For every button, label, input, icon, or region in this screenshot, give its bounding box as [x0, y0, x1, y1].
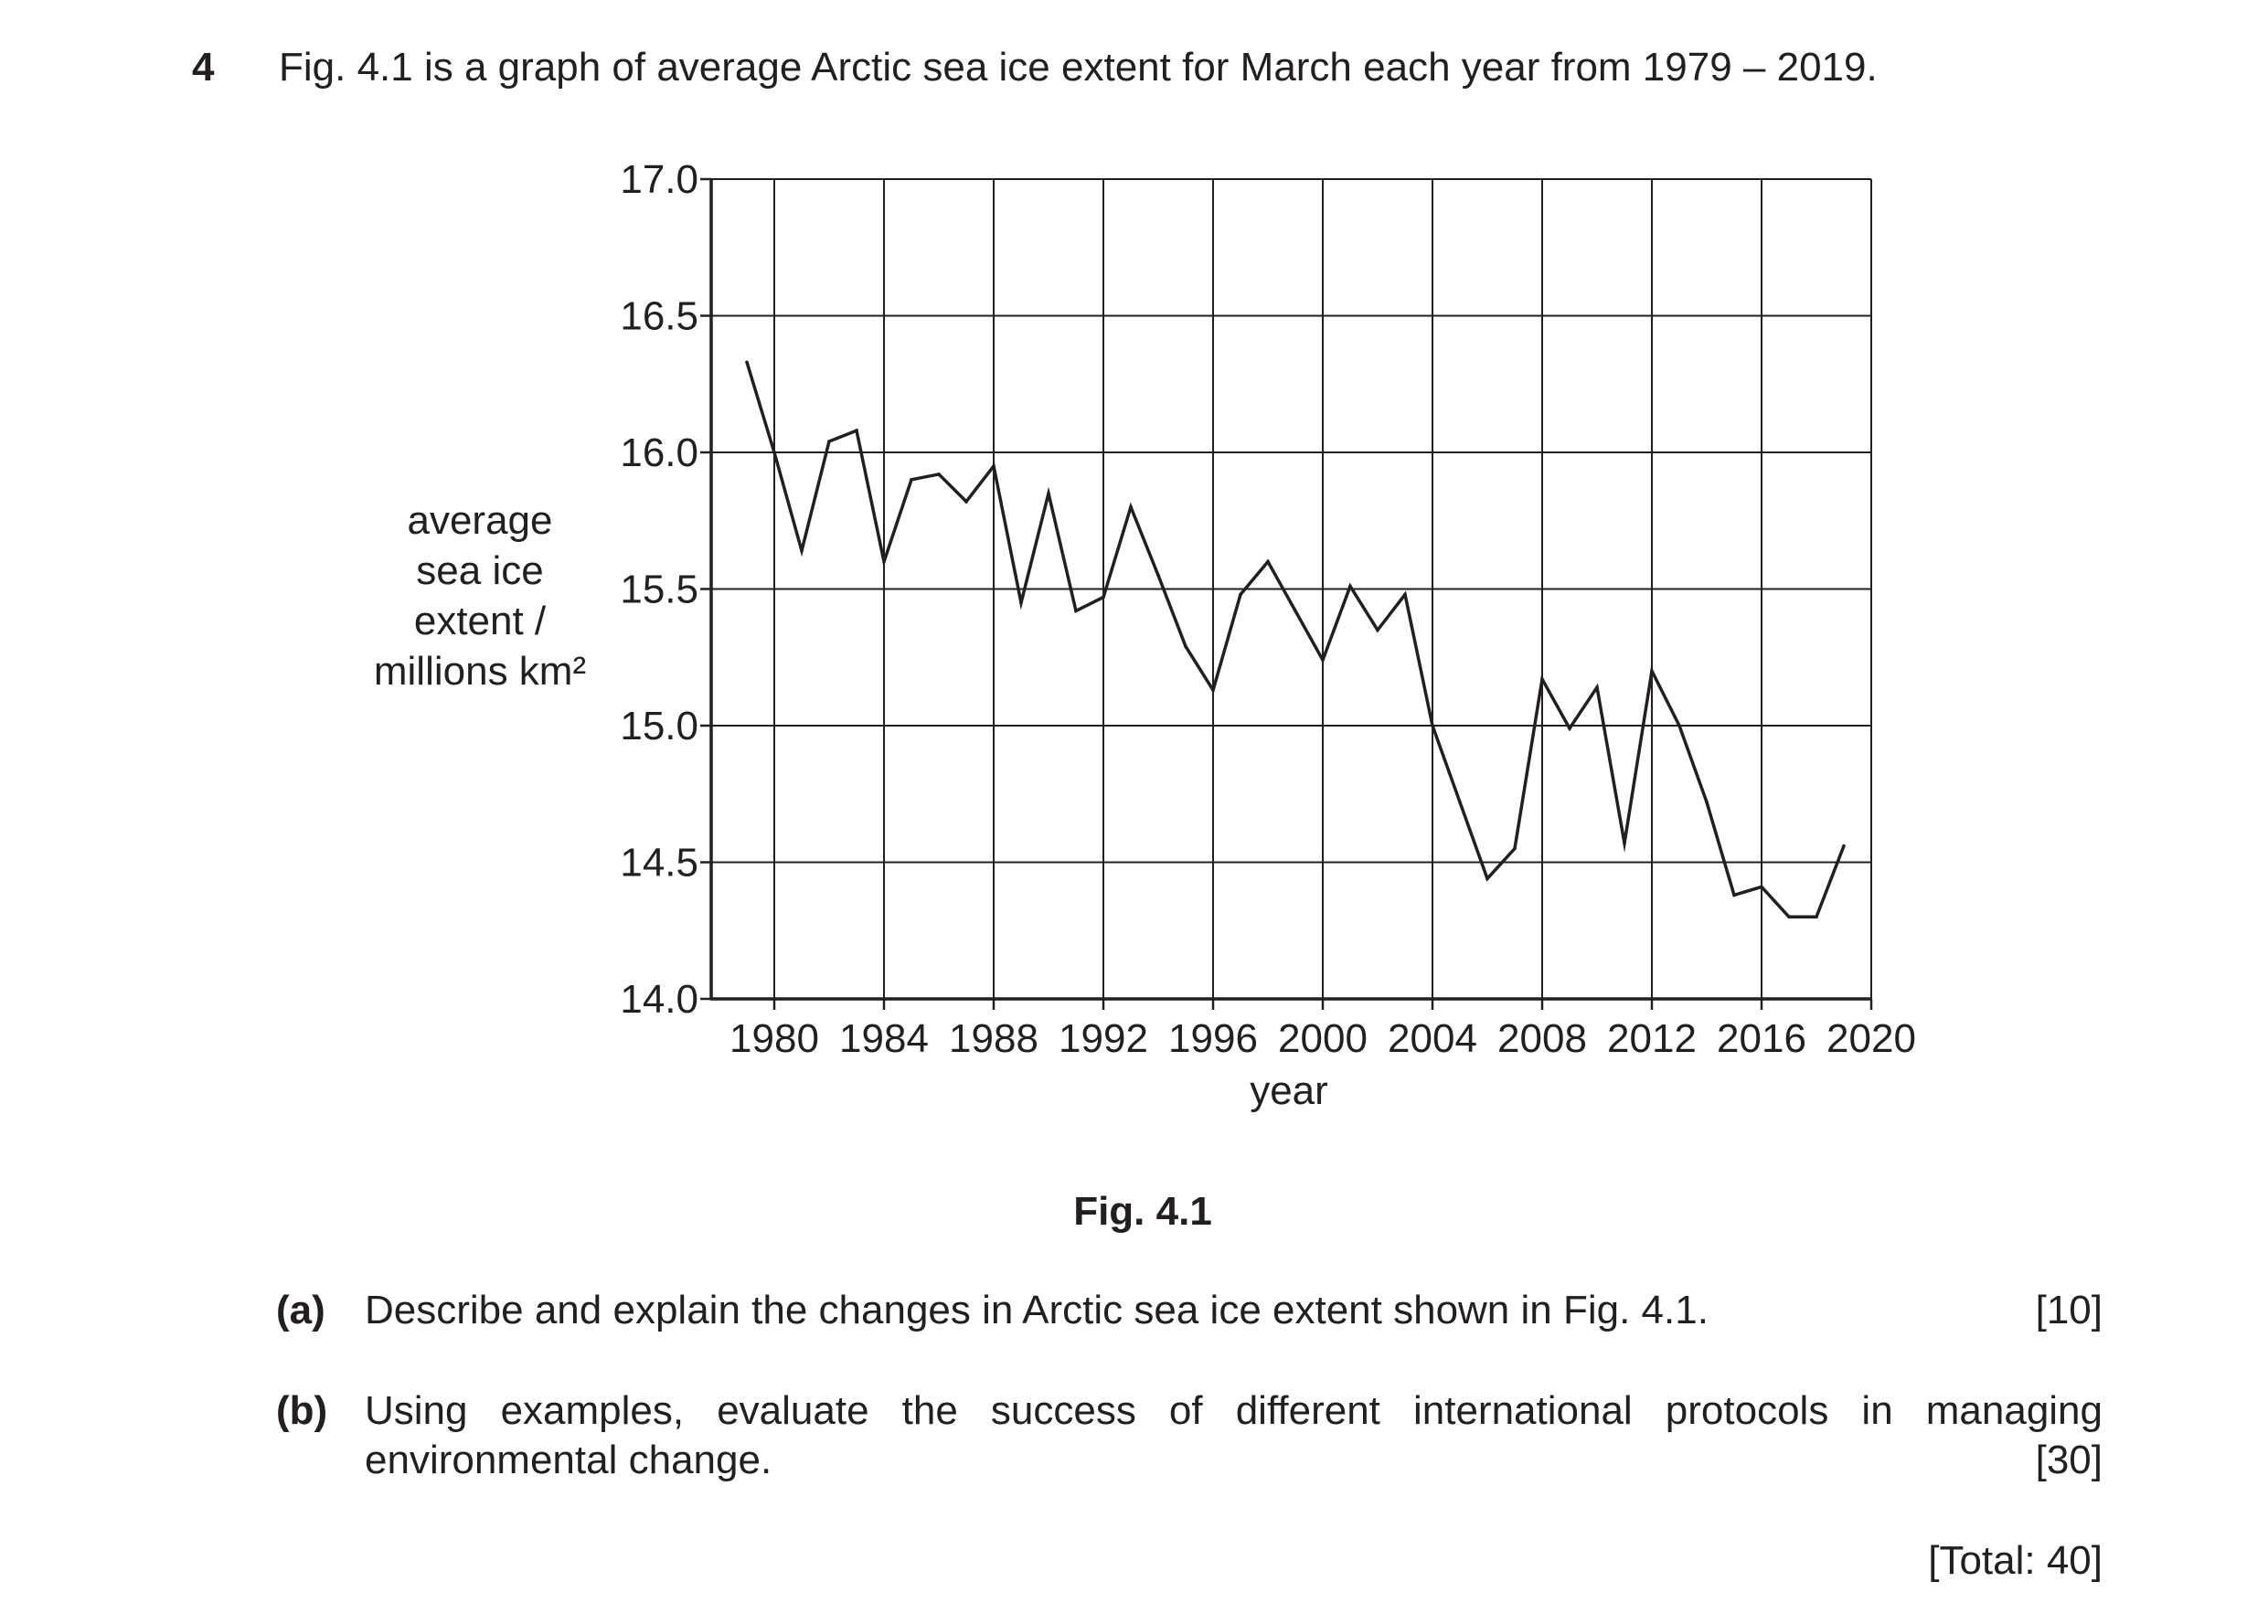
- data-point: [1184, 644, 1187, 649]
- data-point: [1705, 800, 1709, 804]
- y-axis-label-line: extent /: [413, 599, 547, 643]
- part-b-marks: [30]: [2035, 1438, 2103, 1482]
- part-b-text-line2: environmental change.: [365, 1438, 772, 1482]
- data-point: [1760, 885, 1763, 889]
- data-point: [1376, 628, 1379, 632]
- part-a-label: (a): [276, 1288, 325, 1332]
- data-point: [1266, 559, 1270, 564]
- x-tick-label: 2000: [1278, 1016, 1368, 1061]
- y-tick-label: 15.0: [620, 704, 698, 748]
- data-point: [1431, 724, 1434, 727]
- y-axis-label-line: sea ice: [416, 548, 544, 593]
- x-tick-label: 1992: [1059, 1016, 1148, 1061]
- data-point: [1129, 505, 1133, 509]
- data-point: [1211, 688, 1215, 692]
- question-number: 4: [192, 45, 215, 90]
- data-point: [1321, 658, 1325, 663]
- data-point: [745, 360, 749, 365]
- data-point: [882, 559, 886, 564]
- data-point: [1403, 592, 1407, 597]
- data-point: [937, 472, 941, 476]
- question-intro: Fig. 4.1 is a graph of average Arctic se…: [279, 45, 1878, 90]
- data-point: [1156, 573, 1160, 578]
- data-point: [1540, 677, 1544, 681]
- part-b-text-line1: Using examples, evaluate the success of …: [365, 1388, 2103, 1433]
- chart-series: [745, 360, 1846, 919]
- part-a-marks: [10]: [2035, 1288, 2103, 1332]
- data-point: [1787, 915, 1791, 919]
- data-point: [1348, 584, 1352, 589]
- data-point: [1513, 846, 1517, 851]
- y-axis-label: average sea ice extent / millions km²: [329, 495, 631, 696]
- y-axis-label-line: average: [407, 498, 553, 543]
- figure-caption: Fig. 4.1: [1073, 1189, 1212, 1234]
- part-a-text: Describe and explain the changes in Arct…: [365, 1288, 1709, 1332]
- data-point: [1677, 724, 1681, 727]
- data-point: [1294, 609, 1297, 613]
- data-point: [1485, 876, 1489, 881]
- y-tick-label: 14.0: [620, 977, 698, 1022]
- data-point: [800, 548, 804, 553]
- y-tick-label: 17.0: [620, 157, 698, 202]
- data-point: [855, 429, 858, 432]
- data-point: [992, 464, 996, 468]
- data-point: [1239, 592, 1242, 597]
- data-point: [827, 440, 831, 443]
- x-tick-label: 1984: [839, 1016, 929, 1061]
- chart-grid: [711, 178, 1872, 1000]
- x-tick-label: 1996: [1168, 1016, 1258, 1061]
- x-tick-label: 2016: [1717, 1016, 1806, 1061]
- data-point: [772, 451, 776, 454]
- x-tick-label: 2008: [1497, 1016, 1587, 1061]
- data-point: [1732, 893, 1736, 897]
- data-point: [964, 500, 968, 504]
- y-tick-label: 14.5: [620, 841, 698, 886]
- data-point: [1595, 685, 1599, 689]
- y-tick-label: 16.0: [620, 430, 698, 475]
- y-axis-label-line: millions km²: [373, 649, 587, 694]
- total-marks: [Total: 40]: [1928, 1538, 2103, 1583]
- data-point: [1074, 609, 1078, 613]
- x-tick-label: 2004: [1388, 1016, 1477, 1061]
- data-point: [1568, 727, 1571, 730]
- data-point: [1102, 595, 1105, 600]
- y-tick-label: 15.5: [620, 568, 698, 612]
- x-tick-label: 2020: [1826, 1016, 1916, 1061]
- x-tick-label: 1988: [949, 1016, 1038, 1061]
- x-tick-label: 2012: [1607, 1016, 1697, 1061]
- data-point: [1458, 800, 1462, 804]
- data-point: [910, 478, 913, 482]
- data-point: [1815, 915, 1818, 919]
- data-point: [1650, 669, 1654, 673]
- data-point: [1842, 844, 1846, 848]
- y-tick-label: 16.5: [620, 294, 698, 339]
- x-tick-label: 1980: [729, 1016, 819, 1061]
- x-axis-label: year: [1250, 1068, 1328, 1113]
- series-line: [745, 361, 1846, 919]
- part-b-label: (b): [276, 1388, 328, 1433]
- data-point: [1019, 600, 1023, 605]
- chart-ticks: 14.0 14.5 15.0 15.5 16.0 16.5 17.0 1980 1984 1988…: [620, 157, 1916, 1061]
- data-point: [1047, 492, 1050, 495]
- data-point: [1623, 841, 1626, 845]
